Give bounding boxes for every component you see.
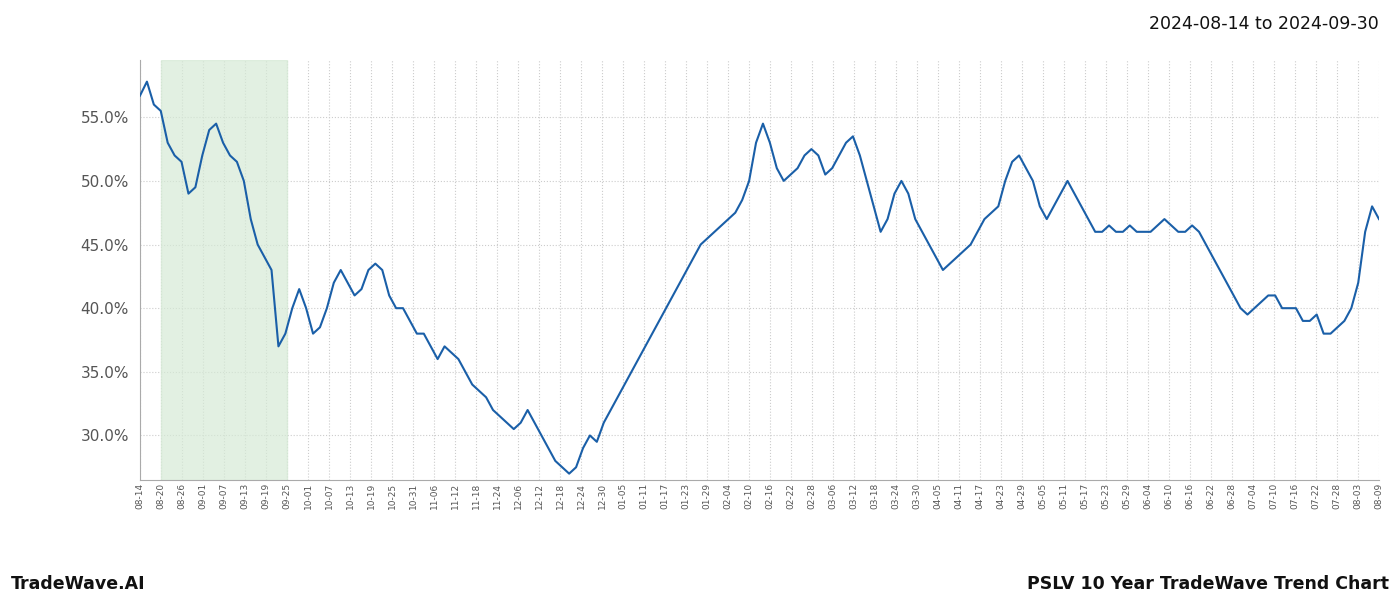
- Text: 2024-08-14 to 2024-09-30: 2024-08-14 to 2024-09-30: [1149, 15, 1379, 33]
- Text: PSLV 10 Year TradeWave Trend Chart: PSLV 10 Year TradeWave Trend Chart: [1026, 575, 1389, 593]
- Text: TradeWave.AI: TradeWave.AI: [11, 575, 146, 593]
- Bar: [161, 60, 287, 480]
